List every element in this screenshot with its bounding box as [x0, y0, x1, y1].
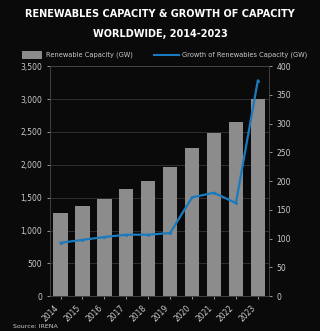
Text: RENEWABLES CAPACITY & GROWTH OF CAPACITY: RENEWABLES CAPACITY & GROWTH OF CAPACITY — [25, 9, 295, 19]
Bar — [53, 213, 68, 296]
Bar — [75, 206, 90, 296]
Bar — [119, 189, 133, 296]
Bar — [207, 133, 221, 296]
Text: Renewable Capacity (GW): Renewable Capacity (GW) — [46, 51, 133, 58]
Bar — [251, 99, 265, 296]
Bar — [229, 122, 243, 296]
Bar — [163, 167, 177, 296]
Text: Growth of Renewables Capacity (GW): Growth of Renewables Capacity (GW) — [182, 51, 308, 58]
Bar — [185, 148, 199, 296]
FancyBboxPatch shape — [22, 51, 42, 59]
Text: WORLDWIDE, 2014-2023: WORLDWIDE, 2014-2023 — [92, 28, 228, 38]
Text: Source: IRENA: Source: IRENA — [13, 324, 58, 329]
Bar — [97, 199, 112, 296]
Bar — [141, 181, 156, 296]
